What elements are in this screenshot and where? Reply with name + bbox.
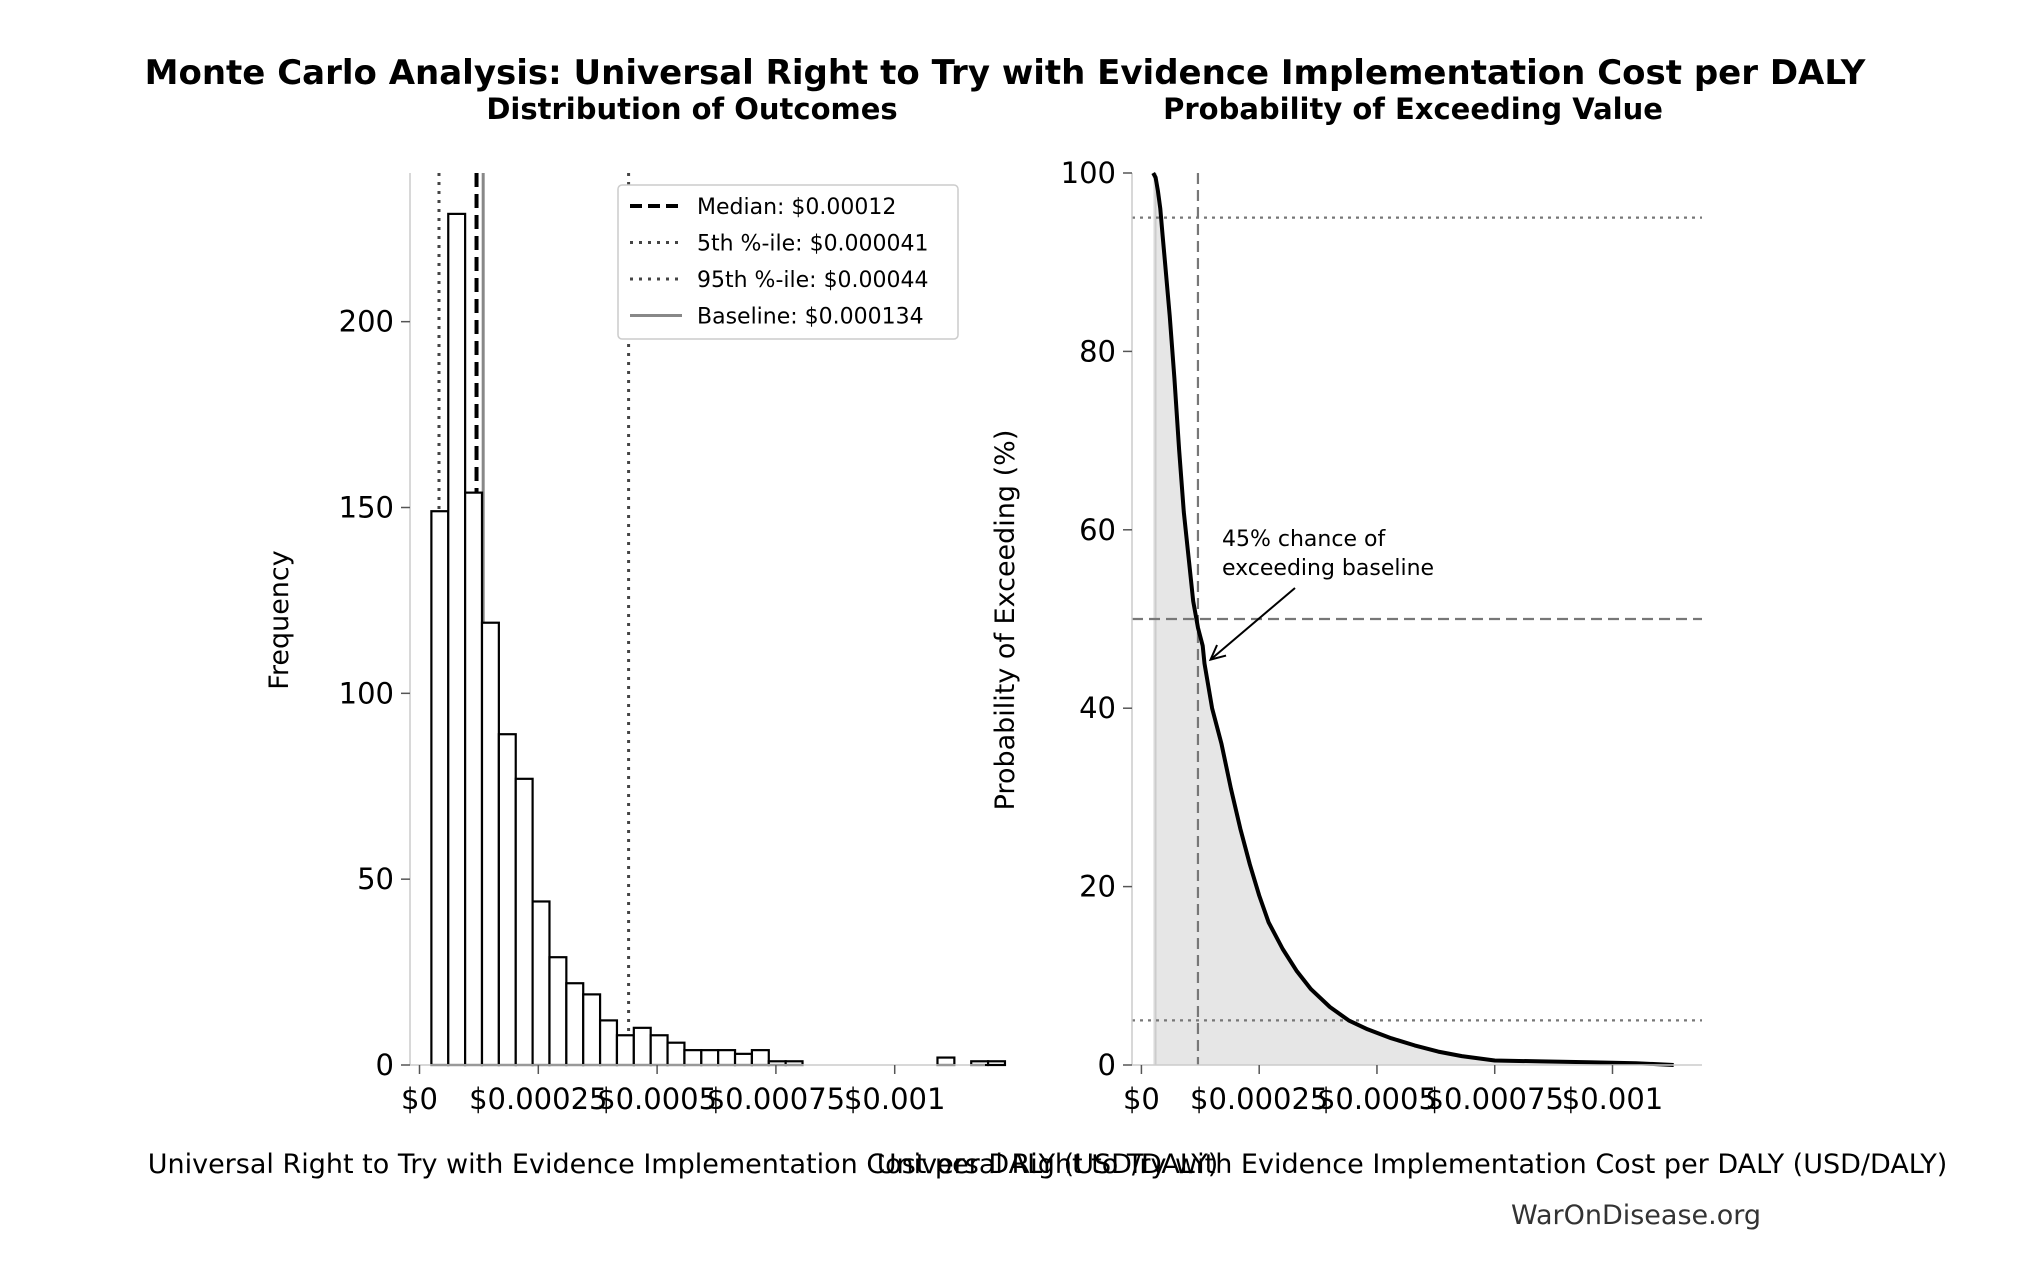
histogram-bar (464, 491, 484, 1067)
histogram-bar (683, 1049, 703, 1067)
histogram-x-tick-label: $0 (401, 1082, 438, 1116)
exceedance-y-tick-label: 80 (1079, 334, 1116, 368)
histogram-bar (447, 212, 467, 1067)
annotation-arrow-shaft (1209, 587, 1296, 661)
legend-entry-2: 95th %-ile: $0.00044 (697, 268, 929, 293)
exceedance-y-tick-label: 0 (1098, 1048, 1116, 1082)
histogram-bar (717, 1049, 737, 1067)
exceedance-y-tick-label: 60 (1079, 513, 1116, 547)
exceedance-y-label: Probability of Exceeding (%) (990, 430, 1021, 811)
watermark: WarOnDisease.org (1511, 1200, 1761, 1231)
exceedance-title: Probability of Exceeding Value (1163, 92, 1663, 126)
exceedance-annotation: 45% chance of exceeding baseline (1208, 527, 1434, 662)
exceedance-axes: 0 20 40 60 80 100 $0 $0.00025$0.0005$0.00075$0.… (1061, 156, 1702, 1116)
histogram-bar (565, 982, 585, 1067)
histogram-bar (598, 1019, 619, 1067)
exceedance-y-tick-label: 100 (1061, 156, 1116, 190)
histogram-bar (430, 510, 450, 1067)
histogram-title: Distribution of Outcomes (486, 92, 897, 126)
histogram-legend: Median: $0.00012 5th %-ile: $0.000041 95th… (617, 184, 959, 340)
annotation-line-2: exceeding baseline (1222, 556, 1434, 581)
histogram-bar (497, 733, 517, 1067)
histogram-x-tick-label: $0.00075 (707, 1082, 845, 1116)
histogram-x-tick-label: $0.00025 (469, 1082, 607, 1116)
histogram-bar (531, 900, 551, 1067)
histogram-y-label: Frequency (264, 550, 295, 690)
exceedance-x-tick-label: $0.0005 (1317, 1082, 1437, 1116)
histogram-bar (632, 1026, 652, 1067)
histogram-bar (666, 1041, 686, 1067)
histogram-y-tick-label: 0 (376, 1048, 394, 1082)
histogram-x-tick-label: $0.0005 (597, 1082, 717, 1116)
annotation-arrow-head (1208, 644, 1227, 662)
histogram-bar (480, 621, 500, 1067)
exceedance-y-tick-label: 40 (1079, 691, 1116, 725)
histogram-bar (733, 1052, 754, 1067)
exceedance-x-label: Universal Right to Try with Evidence Imp… (877, 1149, 1948, 1180)
histogram-bar (649, 1034, 669, 1067)
annotation-line-1: 45% chance of (1222, 527, 1386, 552)
exceedance-x-tick-label: $0 (1123, 1082, 1160, 1116)
histogram-bar (700, 1049, 720, 1067)
histogram-bar (750, 1049, 770, 1067)
exceedance-fill-area (1153, 173, 1674, 1065)
histogram-y-tick-label: 150 (339, 491, 394, 525)
histogram-y-tick-label: 200 (339, 305, 394, 339)
histogram-x-label: Universal Right to Try with Evidence Imp… (148, 1149, 1219, 1180)
exceedance-x-tick-label: $0.00075 (1426, 1082, 1564, 1116)
histogram-bar (936, 1056, 956, 1067)
legend-entry-1: 5th %-ile: $0.000041 (697, 232, 929, 257)
figure-title: Monte Carlo Analysis: Universal Right to… (145, 53, 1866, 93)
exceedance-curve (1151, 172, 1674, 1067)
legend-frame (617, 184, 959, 340)
exceedance-x-tick-label: $0.001 (1562, 1082, 1663, 1116)
histogram-bar (582, 993, 602, 1067)
exceedance-x-tick-label: $0.00025 (1190, 1082, 1328, 1116)
histogram-bars (430, 212, 1007, 1067)
histogram-axes: 0 50 100 150 200 $0 $0.00025$0.0005$0.00075$0.… (339, 173, 985, 1116)
histogram-y-tick-label: 50 (357, 862, 394, 896)
histogram-bar (548, 956, 568, 1067)
histogram-x-tick-label: $0.001 (844, 1082, 945, 1116)
legend-entry-3: Baseline: $0.000134 (697, 305, 924, 330)
histogram-bar (514, 777, 534, 1067)
histogram-bar (615, 1034, 635, 1067)
histogram-y-tick-label: 100 (339, 676, 394, 710)
exceedance-y-tick-label: 20 (1079, 870, 1116, 904)
exceedance-panel: Probability of Exceeding Value 0 20 40 60 80… (877, 92, 1948, 1180)
legend-entry-0: Median: $0.00012 (697, 195, 896, 220)
histogram-bar (986, 1060, 1007, 1067)
